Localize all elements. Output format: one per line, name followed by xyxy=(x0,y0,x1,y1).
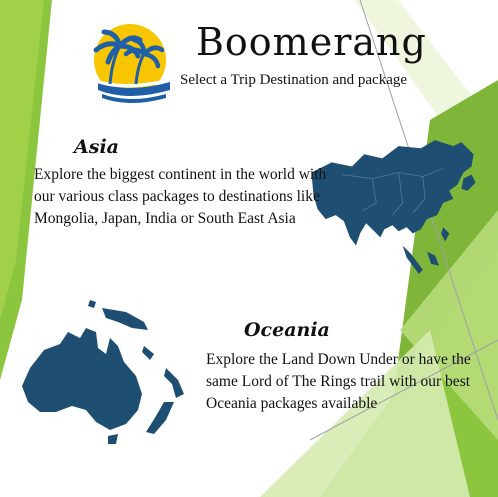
destination-title-asia[interactable]: Asia xyxy=(74,136,119,158)
asia-map-icon[interactable] xyxy=(300,132,485,284)
destination-description-oceania: Explore the Land Down Under or have the … xyxy=(206,351,471,412)
page-tagline: Select a Trip Destination and package xyxy=(180,72,408,88)
oceania-map-icon[interactable] xyxy=(14,298,214,448)
brand-name: Boomerang xyxy=(196,20,427,64)
palm-beach-logo-icon xyxy=(92,24,172,103)
destination-description-asia: Explore the biggest continent in the wor… xyxy=(34,166,327,227)
destination-title-oceania[interactable]: Oceania xyxy=(244,319,330,341)
